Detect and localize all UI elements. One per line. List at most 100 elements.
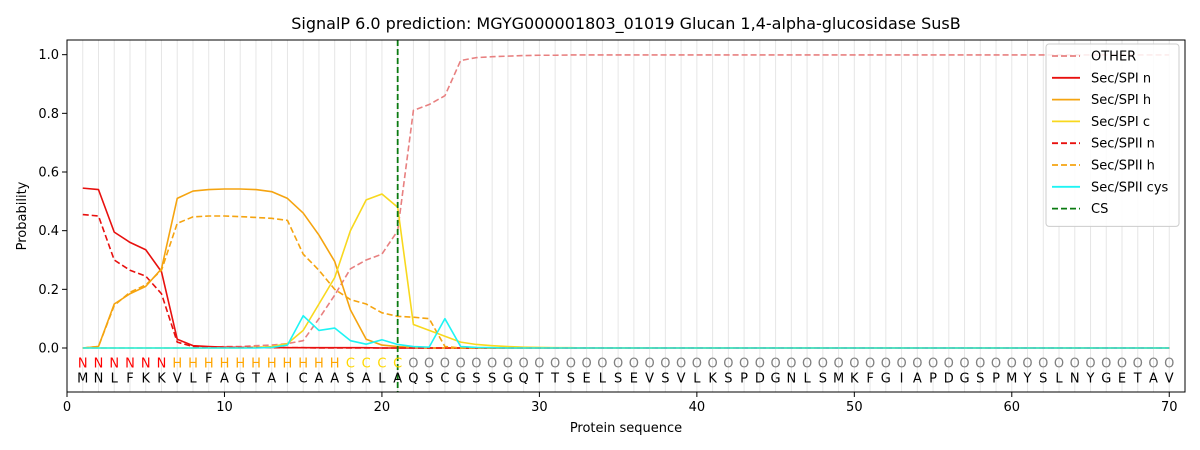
sequence-residue: N: [94, 371, 104, 386]
y-axis-ticks: 0.0 0.2 0.4 0.6 0.8 1.0: [38, 48, 67, 357]
region-label: O: [959, 357, 969, 372]
legend: OTHER Sec/SPI n Sec/SPI h Sec/SPI c Sec/SPII…: [1045, 43, 1180, 227]
sequence-residue: T: [534, 371, 543, 386]
y-tick-label: 0.4: [38, 224, 59, 239]
region-label: C: [377, 357, 386, 372]
sequence-residue: N: [786, 371, 796, 386]
region-label: O: [456, 357, 466, 372]
region-label: O: [802, 357, 812, 372]
series-line-sec-spi-h: [82, 188, 1170, 349]
legend-label: Sec/SPI h: [1091, 93, 1151, 108]
region-label: O: [1133, 357, 1143, 372]
legend-box: [1045, 43, 1180, 227]
sequence-residue: G: [235, 371, 245, 386]
region-label: O: [424, 357, 434, 372]
region-label: H: [220, 357, 230, 372]
region-label: O: [818, 357, 828, 372]
legend-label: Sec/SPII h: [1091, 159, 1155, 174]
region-label: H: [172, 357, 182, 372]
sequence-residue: M: [833, 371, 844, 386]
region-label: O: [944, 357, 954, 372]
sequence-residue: S: [661, 371, 669, 386]
region-label: O: [786, 357, 796, 372]
legend-label: Sec/SPII cys: [1091, 180, 1169, 195]
region-label: O: [707, 357, 717, 372]
region-label: C: [346, 357, 355, 372]
sequence-residue: T: [550, 371, 559, 386]
sequence-residue: I: [286, 371, 290, 386]
x-tick-label: 50: [846, 400, 863, 415]
region-label: N: [157, 357, 167, 372]
region-label: N: [78, 357, 88, 372]
sequence-residue: E: [1118, 371, 1126, 386]
region-label: C: [362, 357, 371, 372]
region-label: N: [109, 357, 119, 372]
region-label: H: [283, 357, 293, 372]
legend-label: Sec/SPI n: [1091, 71, 1151, 86]
region-label: O: [550, 357, 560, 372]
region-label: O: [1085, 357, 1095, 372]
sequence-residue: V: [1165, 371, 1174, 386]
sequence-residue: A: [220, 371, 229, 386]
x-tick-label: 10: [216, 400, 233, 415]
sequence-residue: S: [819, 371, 827, 386]
plot-frame: [66, 39, 1186, 393]
sequence-residue: E: [630, 371, 638, 386]
region-label: O: [849, 357, 859, 372]
region-label: O: [975, 357, 985, 372]
sequence-residue: F: [126, 371, 133, 386]
legend-label: CS: [1091, 202, 1108, 217]
sequence-residue: L: [693, 371, 701, 386]
series-line-other: [82, 54, 1170, 349]
region-label: O: [613, 357, 623, 372]
sequence-residue: F: [205, 371, 212, 386]
region-label: O: [582, 357, 592, 372]
region-label: O: [881, 357, 891, 372]
region-label: O: [660, 357, 670, 372]
sequence-residue: Y: [1023, 371, 1032, 386]
plot-area: [82, 40, 1170, 392]
sequence-residue: L: [111, 371, 119, 386]
y-tick-label: 1.0: [38, 48, 59, 63]
sequence-residue: K: [708, 371, 717, 386]
sequence-residue: T: [1133, 371, 1142, 386]
region-label: O: [755, 357, 765, 372]
region-label: O: [833, 357, 843, 372]
sequence-residue: I: [900, 371, 904, 386]
sequence-residue: L: [189, 371, 197, 386]
sequence-residue: M: [77, 371, 88, 386]
x-tick-label: 70: [1161, 400, 1178, 415]
sequence-residue: M: [1006, 371, 1017, 386]
region-label: O: [896, 357, 906, 372]
sequence-residue: P: [992, 371, 1000, 386]
region-label: H: [251, 357, 261, 372]
chart-title: SignalP 6.0 prediction: MGYG000001803_01…: [291, 14, 960, 34]
series-line-sec-spii-n: [82, 213, 1170, 349]
sequence-residue: K: [850, 371, 859, 386]
y-tick-label: 0.8: [38, 107, 59, 122]
sequence-residue: S: [488, 371, 496, 386]
region-label: O: [1038, 357, 1048, 372]
sequence-residue: G: [456, 371, 466, 386]
sequence-residue: G: [771, 371, 781, 386]
sequence-residue: T: [251, 371, 260, 386]
sequence-residue: A: [362, 371, 371, 386]
region-label: O: [1007, 357, 1017, 372]
sequence-residue: A: [314, 371, 323, 386]
series-line-sec-spii-h: [82, 215, 1170, 349]
region-label: O: [440, 357, 450, 372]
region-label: O: [471, 357, 481, 372]
region-label: H: [235, 357, 245, 372]
legend-label: OTHER: [1091, 50, 1136, 65]
sequence-residue: Q: [408, 371, 418, 386]
sequence-residue: L: [1055, 371, 1063, 386]
region-label: H: [188, 357, 198, 372]
sequence-residue: V: [645, 371, 654, 386]
region-label: H: [204, 357, 214, 372]
region-label: O: [991, 357, 1001, 372]
sequence-residue: C: [299, 371, 308, 386]
y-axis-label: Probability: [15, 181, 30, 250]
region-label: O: [503, 357, 513, 372]
sequence-residue: S: [614, 371, 622, 386]
region-label: H: [298, 357, 308, 372]
